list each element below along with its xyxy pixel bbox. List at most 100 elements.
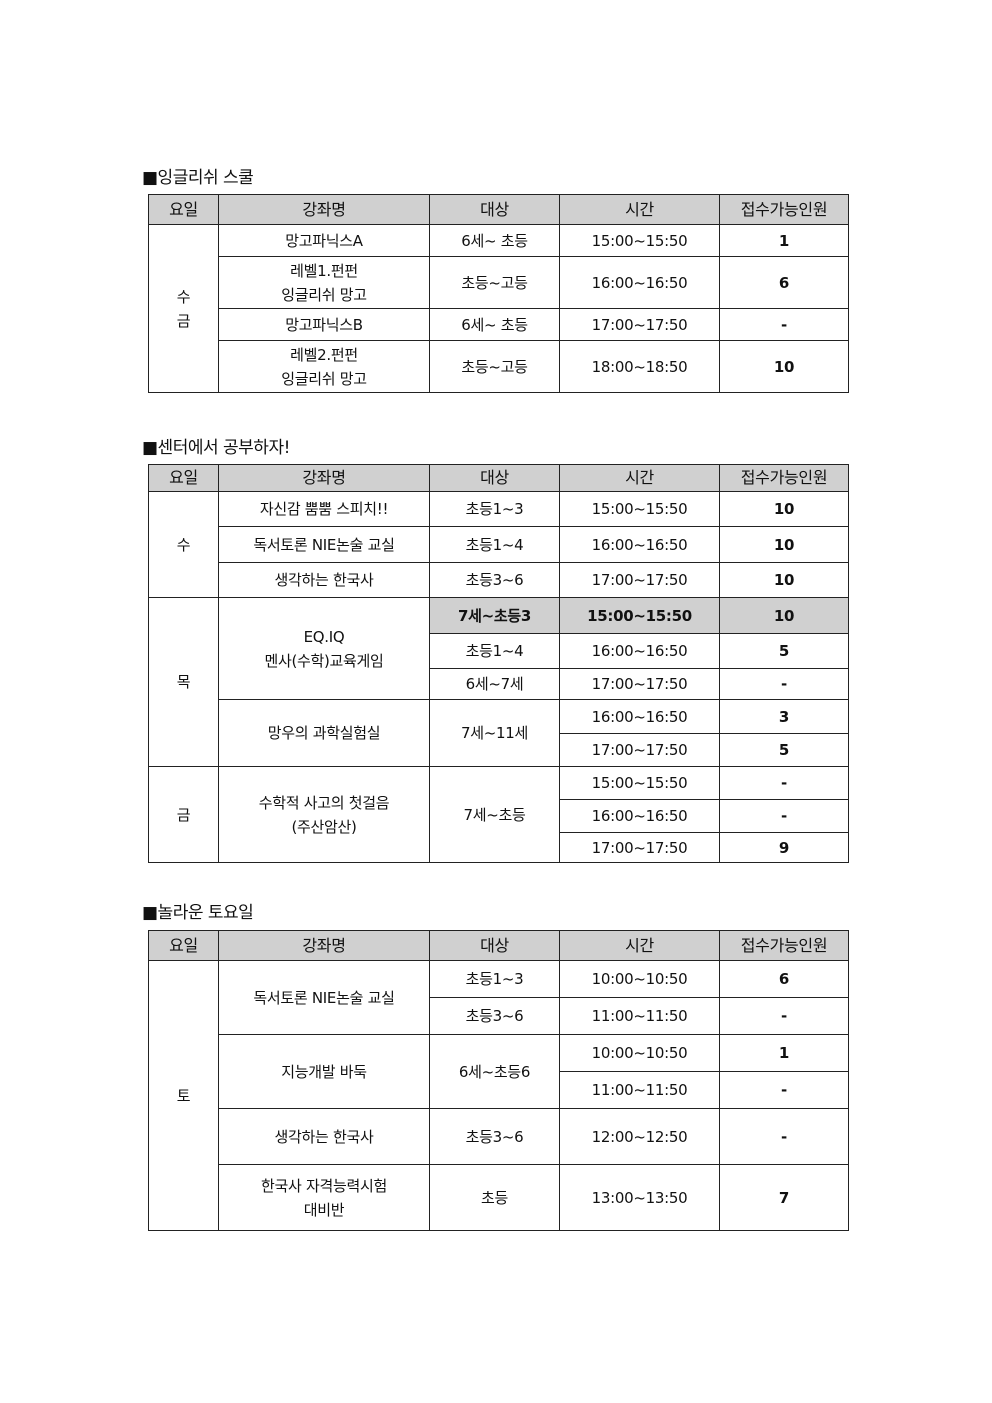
table-row: 생각하는 한국사 초등3~6 17:00~17:50 10 [149, 562, 849, 598]
course-name-cell: 망우의 과학실험실 [218, 699, 430, 767]
course-name-cell: 자신감 뿜뿜 스피치!! [218, 491, 430, 527]
target-cell: 7세~초등3 [429, 597, 560, 634]
time-cell: 16:00~16:50 [559, 256, 720, 309]
section-title: ■센터에서 공부하자! [142, 438, 290, 458]
time-cell: 17:00~17:50 [559, 733, 720, 767]
table-row: 독서토론 NIE논술 교실 초등1~4 16:00~16:50 10 [149, 526, 849, 563]
target-cell: 초등1~4 [429, 526, 560, 563]
seats-cell: - [719, 1108, 849, 1165]
target-cell: 6세~초등6 [429, 1034, 560, 1109]
seats-cell: - [719, 308, 849, 341]
column-header: 강좌명 [218, 464, 430, 492]
table-row: 11:00~11:50- [149, 1071, 849, 1109]
seats-cell: - [719, 766, 849, 800]
target-cell: 초등3~6 [429, 997, 560, 1035]
table-row: 한국사 자격능력시험 대비반 초등 13:00~13:50 7 [149, 1164, 849, 1231]
time-cell: 17:00~17:50 [559, 562, 720, 598]
header-row: 요일 강좌명 대상 시간 접수가능인원 [148, 464, 849, 492]
target-cell: 7세~11세 [429, 699, 560, 767]
seats-cell: 10 [719, 562, 849, 598]
seats-cell: 10 [719, 340, 849, 393]
time-cell: 11:00~11:50 [559, 997, 720, 1035]
column-header: 대상 [429, 930, 560, 961]
seats-cell: 10 [719, 491, 849, 527]
time-cell: 13:00~13:50 [559, 1164, 720, 1231]
target-cell: 초등1~4 [429, 633, 560, 669]
table-row: 초등1~4 16:00~16:50 5 [149, 633, 849, 669]
seats-cell: 6 [719, 256, 849, 309]
target-cell: 초등1~3 [429, 491, 560, 527]
target-cell: 6세~ 초등 [429, 224, 560, 257]
schedule-table: 요일 강좌명 대상 시간 접수가능인원 토 독서토론 NIE논술 교실 초등1~3 10:00~… [148, 930, 849, 1231]
table-row: 16:00~16:50- [149, 799, 849, 833]
time-cell: 15:00~15:50 [559, 224, 720, 257]
time-cell: 16:00~16:50 [559, 633, 720, 669]
target-cell: 초등3~6 [429, 1108, 560, 1165]
course-name-cell: 망고파닉스B [218, 308, 430, 341]
target-cell: 초등1~3 [429, 960, 560, 998]
course-name-cell: 독서토론 NIE논술 교실 [218, 960, 430, 1035]
table-row: 17:00~17:50 9 [149, 832, 849, 863]
day-cell: 금 [148, 766, 219, 863]
target-cell: 초등 [429, 1164, 560, 1231]
table-row: 망우의 과학실험실 7세~11세 16:00~16:50 3 [149, 699, 849, 767]
column-header: 요일 [148, 464, 219, 492]
table-row: 레벨1.펀펀 잉글리쉬 망고 초등~고등 16:00~16:50 6 [149, 256, 849, 309]
column-header: 강좌명 [218, 194, 430, 225]
course-name-cell: 레벨1.펀펀 잉글리쉬 망고 [218, 256, 430, 309]
time-cell: 15:00~15:50 [559, 597, 720, 634]
time-cell: 16:00~16:50 [559, 699, 720, 734]
column-header: 요일 [148, 930, 219, 961]
seats-cell: - [719, 997, 849, 1035]
schedule-table: 요일 강좌명 대상 시간 접수가능인원 수 자신감 뿜뿜 스피치!! 초등1~3 15:00~1… [148, 464, 849, 863]
time-cell: 18:00~18:50 [559, 340, 720, 393]
target-cell: 7세~초등 [429, 766, 560, 863]
course-name-cell: 생각하는 한국사 [218, 562, 430, 598]
table-row: 수 자신감 뿜뿜 스피치!! 초등1~3 15:00~15:50 10 [148, 491, 849, 598]
table-row: 수 금 망고파닉스A 6세~ 초등 15:00~15:50 1 [148, 224, 849, 393]
table-row: 망고파닉스B 6세~ 초등 17:00~17:50- [149, 308, 849, 341]
day-cell: 토 [148, 960, 219, 1231]
seats-cell: 9 [719, 832, 849, 863]
target-cell: 6세~ 초등 [429, 308, 560, 341]
course-name-cell: 레벨2.펀펀 잉글리쉬 망고 [218, 340, 430, 393]
seats-cell: 10 [719, 597, 849, 634]
section-title: ■놀라운 토요일 [142, 903, 254, 923]
course-name-cell: EQ.IQ 멘사(수학)교육게임 [218, 597, 430, 700]
target-cell: 6세~7세 [429, 668, 560, 700]
target-cell: 초등~고등 [429, 340, 560, 393]
table-row: 생각하는 한국사 초등3~6 12:00~12:50- [149, 1108, 849, 1165]
column-header: 강좌명 [218, 930, 430, 961]
time-cell: 17:00~17:50 [559, 668, 720, 700]
target-cell: 초등3~6 [429, 562, 560, 598]
day-cell: 수 [148, 491, 219, 598]
day-cell: 목 [148, 597, 219, 767]
seats-cell: 7 [719, 1164, 849, 1231]
seats-cell: - [719, 1071, 849, 1109]
table-row: 토 독서토론 NIE논술 교실 초등1~3 10:00~10:50 6 [148, 960, 849, 1231]
section-title: ■잉글리쉬 스쿨 [142, 168, 254, 188]
column-header: 접수가능인원 [719, 194, 849, 225]
column-header: 접수가능인원 [719, 464, 849, 492]
time-cell: 15:00~15:50 [559, 766, 720, 800]
course-name-cell: 수학적 사고의 첫걸음 (주산암산) [218, 766, 430, 863]
seats-cell: 1 [719, 1034, 849, 1072]
column-header: 대상 [429, 464, 560, 492]
seats-cell: - [719, 668, 849, 700]
course-name-cell: 생각하는 한국사 [218, 1108, 430, 1165]
time-cell: 17:00~17:50 [559, 832, 720, 863]
time-cell: 12:00~12:50 [559, 1108, 720, 1165]
time-cell: 17:00~17:50 [559, 308, 720, 341]
column-header: 대상 [429, 194, 560, 225]
column-header: 접수가능인원 [719, 930, 849, 961]
seats-cell: 6 [719, 960, 849, 998]
table-row: 초등3~6 11:00~11:50- [149, 997, 849, 1035]
course-name-cell: 독서토론 NIE논술 교실 [218, 526, 430, 563]
seats-cell: - [719, 799, 849, 833]
table-row: 지능개발 바둑 6세~초등6 10:00~10:50 1 [149, 1034, 849, 1109]
column-header: 시간 [559, 464, 720, 492]
table-row: 6세~7세 17:00~17:50- [149, 668, 849, 700]
table-row: 목 EQ.IQ 멘사(수학)교육게임 7세~초등3 15:00~15:50 10 [148, 597, 849, 767]
table-row: 레벨2.펀펀 잉글리쉬 망고 초등~고등 18:00~18:50 10 [149, 340, 849, 393]
seats-cell: 10 [719, 526, 849, 563]
